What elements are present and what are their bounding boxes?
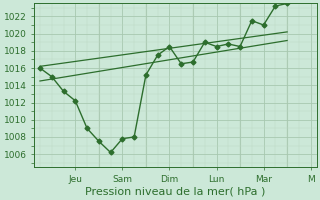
X-axis label: Pression niveau de la mer( hPa ): Pression niveau de la mer( hPa ) [85,187,266,197]
